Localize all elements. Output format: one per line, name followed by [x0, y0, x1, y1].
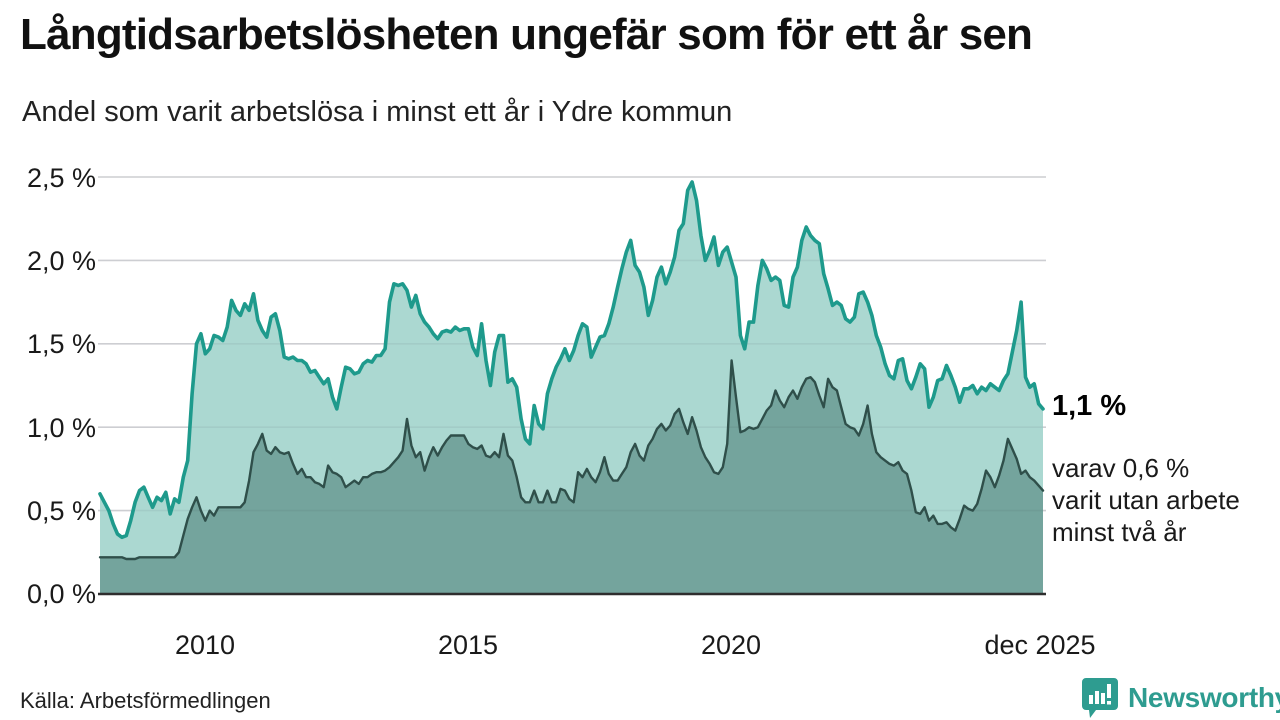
chart-subtitle: Andel som varit arbetslösa i minst ett å…	[22, 96, 733, 128]
subset-note-line: varav 0,6 %	[1052, 453, 1190, 483]
page-title: Långtidsarbetslösheten ungefär som för e…	[20, 10, 1033, 59]
y-tick-label: 1,5 %	[26, 329, 96, 359]
y-tick-label: 2,0 %	[26, 246, 96, 276]
brand-name: Newsworthy	[1128, 682, 1280, 713]
y-tick-label: 2,5 %	[26, 163, 96, 193]
y-tick-label: 0,5 %	[26, 496, 96, 526]
brand-lockup: Newsworthy	[1082, 678, 1280, 718]
y-tick-label: 1,0 %	[26, 413, 96, 443]
newsworthy-logo-icon	[1082, 678, 1118, 718]
series-area-1	[100, 360, 1043, 594]
series-line-1	[98, 359, 1045, 561]
logo-bar	[1095, 691, 1099, 704]
x-tick-label: 2015	[437, 630, 499, 660]
logo-bar	[1089, 695, 1093, 704]
latest-value-label: 1,1 %	[1052, 390, 1127, 422]
subset-note-line: minst två år	[1052, 517, 1187, 547]
x-tick-label: 2010	[174, 630, 236, 660]
logo-bar	[1101, 693, 1105, 704]
x-tick-label: 2020	[700, 630, 762, 660]
logo-exclamation-dot	[1107, 701, 1111, 705]
gridlines-overlay	[98, 176, 1046, 512]
y-tick-label: 0,0 %	[26, 579, 96, 609]
series-line-0	[98, 180, 1045, 540]
x-tick-label: dec 2025	[984, 630, 1096, 660]
subset-note-line: varit utan arbete	[1052, 485, 1240, 515]
logo-exclamation	[1107, 684, 1111, 698]
subset-note: varav 0,6 % varit utan arbete minst två …	[1052, 452, 1240, 548]
source-caption: Källa: Arbetsförmedlingen	[20, 688, 271, 713]
